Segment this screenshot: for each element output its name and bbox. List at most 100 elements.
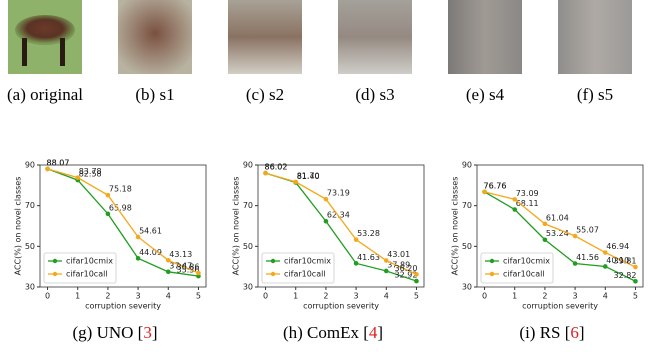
image-original: [8, 0, 82, 74]
legend-marker: [270, 258, 276, 264]
caption-part: 6: [570, 323, 579, 342]
value-label: 32.92: [395, 271, 418, 280]
value-label: 81.70: [297, 171, 320, 180]
x-tick-label: 1: [75, 292, 80, 301]
value-label: 73.09: [516, 189, 539, 198]
image-s1: [118, 0, 192, 74]
point: [75, 175, 81, 180]
x-tick-label: 0: [263, 292, 268, 301]
x-tick-label: 2: [105, 292, 110, 301]
legend-label: cifar10call: [503, 270, 545, 279]
point: [512, 207, 518, 212]
point: [165, 258, 171, 263]
image-s5: [558, 0, 632, 74]
x-tick-label: 1: [293, 292, 298, 301]
value-label: 35.36: [177, 266, 200, 275]
point: [572, 261, 578, 266]
caption-part: ]: [377, 323, 383, 342]
chart-caption: (g) UNO [3]: [73, 323, 158, 342]
point: [482, 189, 487, 195]
value-label: 76.76: [484, 181, 507, 190]
x-axis-label: corruption severity: [85, 302, 161, 311]
y-tick-label: 70: [25, 201, 35, 210]
y-tick-label: 50: [462, 242, 472, 251]
point: [414, 278, 419, 284]
value-label: 36.86: [177, 263, 200, 272]
chart-caption: (h) ComEx [4]: [283, 323, 383, 342]
legend-label: cifar10call: [284, 270, 326, 279]
value-label: 39.81: [614, 257, 637, 266]
value-label: 41.63: [357, 253, 380, 262]
x-tick-label: 3: [573, 292, 578, 301]
value-label: 53.24: [546, 229, 569, 238]
x-tick-label: 2: [323, 292, 328, 301]
caption-part: (h) ComEx [: [283, 323, 369, 342]
point: [105, 211, 111, 217]
value-label: 86.02: [265, 163, 288, 172]
legend-marker: [489, 258, 495, 264]
y-axis-label: ACC(%) on novel classes: [451, 177, 460, 276]
point: [323, 196, 329, 202]
legend-label: cifar10cmix: [284, 257, 331, 266]
caption-part: 4: [369, 323, 378, 342]
value-label: 37.89: [387, 260, 410, 269]
y-tick-label: 30: [243, 283, 253, 292]
value-label: 68.11: [516, 199, 539, 208]
value-label: 44.09: [139, 248, 162, 257]
y-tick-label: 30: [462, 283, 472, 292]
y-tick-label: 90: [243, 161, 253, 170]
x-axis-label: corruption severity: [303, 302, 379, 311]
point: [165, 269, 171, 275]
value-label: 55.07: [576, 226, 599, 235]
point: [572, 233, 578, 239]
image-caption: (e) s4: [466, 85, 505, 104]
value-label: 83.78: [79, 167, 102, 176]
y-axis-label: ACC(%) on novel classes: [232, 177, 241, 276]
y-tick-label: 50: [25, 242, 35, 251]
point: [323, 218, 329, 224]
point: [542, 237, 548, 243]
chart-caption: (i) RS [6]: [519, 323, 584, 342]
point: [602, 250, 608, 255]
legend-marker: [270, 271, 276, 277]
point: [263, 170, 268, 176]
caption-part: (g) UNO [: [73, 323, 144, 342]
image-caption: (f) s5: [577, 85, 613, 104]
y-tick-label: 90: [462, 161, 472, 170]
point: [353, 261, 359, 266]
y-tick-label: 70: [243, 201, 253, 210]
x-tick-label: 5: [196, 292, 201, 301]
value-label: 32.82: [614, 271, 637, 280]
legend-marker: [52, 271, 58, 277]
point: [196, 270, 201, 276]
value-label: 88.07: [47, 158, 70, 167]
point: [45, 166, 50, 172]
point: [633, 264, 638, 270]
point: [602, 264, 608, 269]
x-tick-label: 0: [482, 292, 487, 301]
x-axis-label: corruption severity: [522, 302, 598, 311]
series-line: [484, 191, 636, 282]
legend-marker: [52, 258, 58, 264]
value-label: 76.76: [484, 181, 507, 190]
image-caption: (b) s1: [135, 85, 174, 104]
x-tick-label: 4: [166, 292, 171, 301]
x-tick-label: 5: [414, 292, 419, 301]
y-tick-label: 90: [25, 161, 35, 170]
series-line: [484, 191, 636, 268]
caption-part: (i) RS [: [519, 323, 570, 342]
point: [383, 258, 389, 263]
point: [633, 278, 638, 284]
point: [414, 272, 419, 277]
x-tick-label: 2: [542, 292, 547, 301]
caption-part: ]: [579, 323, 585, 342]
y-axis-label: ACC(%) on novel classes: [14, 177, 23, 276]
x-tick-label: 0: [45, 292, 50, 301]
caption-part: 3: [143, 323, 152, 342]
value-label: 43.13: [169, 250, 192, 259]
x-tick-label: 4: [603, 292, 608, 301]
value-label: 75.18: [109, 185, 132, 194]
x-tick-label: 5: [633, 292, 638, 301]
image-s3: [338, 0, 412, 74]
